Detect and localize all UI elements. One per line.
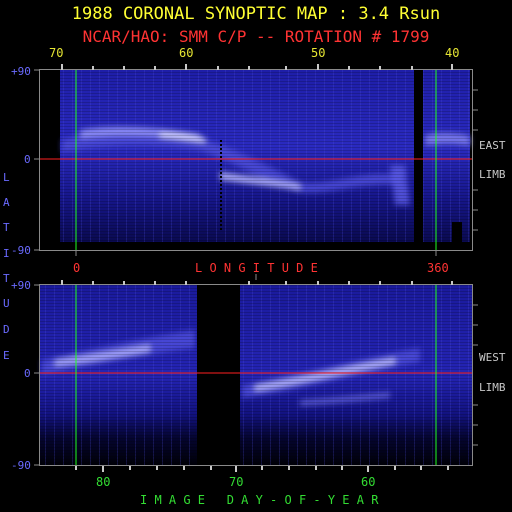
top-panel-frame [39, 69, 473, 251]
top-latitude-label-north: +90 [11, 65, 31, 78]
longitude-right-label: 360 [427, 261, 449, 275]
top-longitude-label-70: 70 [49, 46, 64, 60]
latitude-title-letter: A [3, 196, 10, 209]
bottom-map-panel [39, 284, 473, 466]
map-title: 1988 CORONAL SYNOPTIC MAP : 3.4 Rsun [71, 4, 441, 24]
latitude-title-letter: T [3, 221, 10, 234]
map-subtitle: NCAR/HAO: SMM C/P -- ROTATION # 1799 [82, 27, 430, 46]
top-latitude-label-south: -90 [11, 244, 31, 257]
latitude-title-letter: E [3, 349, 10, 362]
longitude-axis-title: L O N G I T U D E [195, 261, 318, 275]
latitude-title-letter: L [3, 171, 10, 184]
day-label-60: 60 [361, 475, 376, 489]
day-label-70: 70 [229, 475, 244, 489]
latitude-title-letter: I [3, 247, 10, 260]
top-map-panel [39, 69, 473, 251]
bottom-top-ticks [61, 280, 453, 285]
top-latitude-label-equator: 0 [24, 153, 31, 166]
east-label: EAST [479, 139, 506, 152]
bottom-latitude-label-equator: 0 [24, 367, 31, 380]
bottom-panel-frame [39, 284, 473, 466]
bottom-day-ticks [75, 466, 449, 472]
latitude-title-letter: U [3, 297, 10, 310]
top-longitude-label-50: 50 [311, 46, 326, 60]
bottom-latitude-label-south: -90 [11, 459, 31, 472]
day-axis-title: I M A G E D A Y - O F - Y E A R [140, 493, 379, 507]
middle-longitude-ticks [75, 250, 437, 280]
bottom-latitude-ticks [34, 284, 478, 466]
east-limb-label: LIMB [479, 168, 506, 181]
top-longitude-label-60: 60 [179, 46, 194, 60]
top-longitude-label-40: 40 [445, 46, 460, 60]
west-label: WEST [479, 351, 506, 364]
longitude-left-label: 0 [73, 261, 81, 275]
bottom-latitude-label-north: +90 [11, 279, 31, 292]
top-longitude-ticks [61, 64, 453, 70]
west-limb-label: LIMB [479, 381, 506, 394]
latitude-title-letter: D [3, 323, 10, 336]
day-label-80: 80 [96, 475, 111, 489]
top-latitude-ticks [34, 69, 478, 251]
latitude-title-letter: T [3, 272, 10, 285]
